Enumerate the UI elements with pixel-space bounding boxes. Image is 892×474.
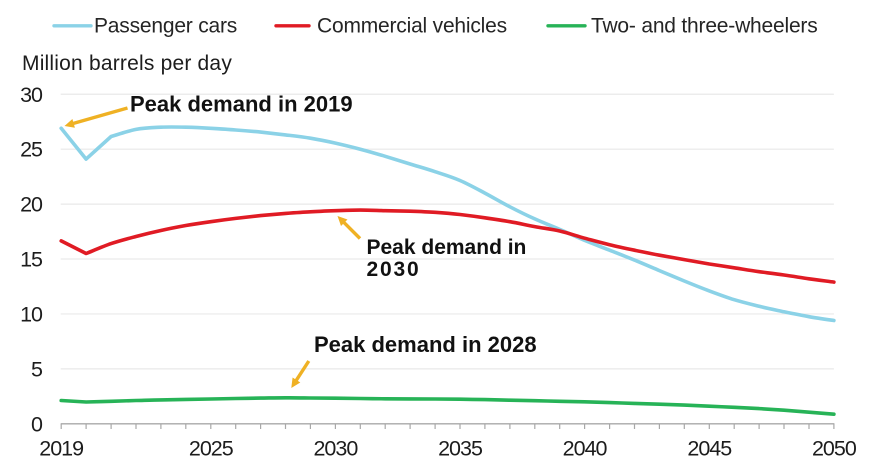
svg-text:Commercial vehicles: Commercial vehicles <box>317 15 507 38</box>
svg-text:2025: 2025 <box>189 437 234 461</box>
svg-text:15: 15 <box>20 248 43 272</box>
svg-text:Two- and three-wheelers: Two- and three-wheelers <box>591 15 818 38</box>
svg-text:2019: 2019 <box>39 437 83 461</box>
svg-text:2035: 2035 <box>438 437 483 461</box>
svg-text:Peak demand in: Peak demand in <box>367 236 527 259</box>
svg-text:Peak demand in 2028: Peak demand in 2028 <box>314 332 537 357</box>
svg-text:10: 10 <box>20 303 43 327</box>
svg-text:2045: 2045 <box>687 437 732 461</box>
svg-text:Million barrels per day: Million barrels per day <box>22 52 232 75</box>
svg-text:2050: 2050 <box>812 437 857 461</box>
svg-text:5: 5 <box>31 357 43 381</box>
svg-text:2030: 2030 <box>313 437 358 461</box>
svg-text:Passenger cars: Passenger cars <box>94 15 237 38</box>
svg-text:30: 30 <box>20 83 43 107</box>
svg-text:2040: 2040 <box>563 437 608 461</box>
svg-text:2030: 2030 <box>367 258 421 281</box>
svg-text:25: 25 <box>20 138 43 162</box>
svg-text:0: 0 <box>31 412 43 436</box>
svg-text:20: 20 <box>20 193 43 217</box>
svg-text:Peak demand in 2019: Peak demand in 2019 <box>130 92 353 117</box>
